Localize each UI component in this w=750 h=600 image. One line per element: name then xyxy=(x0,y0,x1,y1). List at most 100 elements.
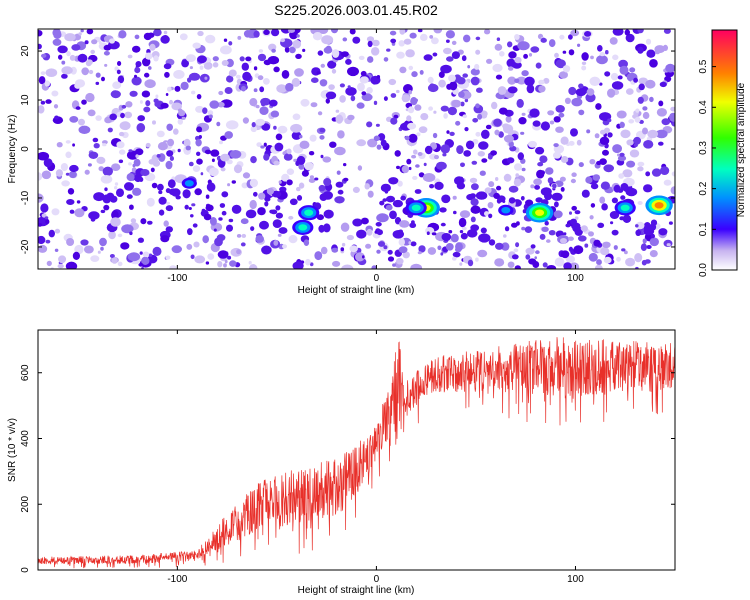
spectral-blob xyxy=(541,226,549,232)
spectral-blob xyxy=(240,242,246,247)
snr-x-label: Height of straight line (km) xyxy=(298,585,415,596)
spectral-blob xyxy=(317,111,323,116)
spectral-blob xyxy=(635,266,639,269)
spectral-blob xyxy=(46,260,52,267)
spectral-blob xyxy=(218,217,223,221)
spectral-blob xyxy=(423,54,433,61)
spectral-blob xyxy=(165,188,171,194)
spectral-blob xyxy=(625,33,635,43)
spectral-blob xyxy=(303,239,310,246)
spectral-blob xyxy=(475,257,479,262)
spectral-blob xyxy=(544,220,549,226)
spectral-blob xyxy=(376,75,381,79)
spectral-blob xyxy=(298,134,303,139)
spectral-blob xyxy=(595,103,602,110)
spectral-blob xyxy=(327,60,337,69)
spectral-blob xyxy=(40,71,46,75)
spectral-blob xyxy=(54,228,61,234)
spectral-blob xyxy=(242,172,251,179)
spectral-blob xyxy=(399,29,406,35)
spectral-blob xyxy=(283,153,293,161)
spectral-blob xyxy=(585,93,596,103)
spectral-blob xyxy=(160,35,170,44)
spectral-blob xyxy=(43,158,53,168)
spectral-blob xyxy=(350,95,356,102)
spectral-blob xyxy=(603,164,614,173)
spectral-blob xyxy=(339,95,346,103)
spectral-blob xyxy=(277,233,282,237)
spectral-blob xyxy=(204,76,208,80)
spectral-blob xyxy=(67,188,75,195)
spectral-blob xyxy=(209,217,217,226)
spectral-blob xyxy=(225,120,239,130)
spectral-hotspot xyxy=(501,207,511,214)
spectral-blob xyxy=(166,201,170,205)
spectral-blob xyxy=(140,169,150,176)
spectral-blob xyxy=(74,79,86,88)
spectral-blob xyxy=(224,131,233,139)
spectral-blob xyxy=(152,246,162,256)
spectral-blob xyxy=(309,134,317,142)
spectral-blob xyxy=(376,229,383,236)
spectral-blob xyxy=(102,143,107,147)
spectral-blob xyxy=(431,232,437,236)
spectral-blob xyxy=(554,257,565,267)
spectral-blob xyxy=(599,136,610,145)
spectral-blob xyxy=(397,180,403,187)
spectral-blob xyxy=(196,126,203,133)
spectral-blob xyxy=(626,139,634,146)
spectral-blob xyxy=(51,208,60,216)
spectral-blob xyxy=(332,260,341,267)
spectral-blob xyxy=(227,183,231,187)
spectral-blob xyxy=(127,54,133,59)
spectral-blob xyxy=(385,204,393,211)
spectral-blob xyxy=(221,191,229,198)
spectral-blob xyxy=(448,230,453,234)
spectral-blob xyxy=(484,187,492,194)
spectral-blob xyxy=(418,126,428,134)
spectral-blob xyxy=(616,256,621,262)
spectral-blob xyxy=(308,178,316,183)
spectral-blob xyxy=(235,74,241,79)
spectral-blob xyxy=(560,156,569,163)
spectral-blob xyxy=(592,174,601,181)
spectral-blob xyxy=(539,155,548,163)
spectral-blob xyxy=(152,120,156,125)
spectral-blob xyxy=(186,243,193,250)
spectral-blob xyxy=(286,148,292,155)
spectral-blob xyxy=(642,127,648,135)
spectral-blob xyxy=(552,183,557,189)
spectral-blob xyxy=(339,83,345,88)
spectral-blob xyxy=(292,39,302,49)
spectral-blob xyxy=(81,99,87,105)
spectral-blob xyxy=(563,232,567,236)
spectral-blob xyxy=(185,54,196,62)
spectral-blob xyxy=(477,249,488,258)
spectral-blob xyxy=(417,152,423,156)
spectral-blob xyxy=(137,115,145,122)
spectral-blob xyxy=(258,49,264,53)
spectral-blob xyxy=(568,86,577,96)
spectral-blob xyxy=(177,118,183,125)
spectral-blob xyxy=(259,220,269,230)
spectral-blob xyxy=(590,203,596,208)
spectral-blob xyxy=(80,239,89,246)
spectral-blob xyxy=(116,141,125,149)
spectral-blob xyxy=(434,154,439,160)
spectrogram-x-ticks: -100 0 100 xyxy=(167,29,584,284)
spectral-blob xyxy=(196,94,202,100)
spectral-blob xyxy=(410,263,423,269)
spectral-blob xyxy=(217,261,223,268)
spectral-blob xyxy=(451,99,462,108)
spectral-blob xyxy=(521,226,526,231)
spectral-blob xyxy=(406,158,412,165)
spectral-blob xyxy=(147,254,158,264)
spectral-blob xyxy=(455,242,463,252)
spectral-blob xyxy=(84,40,89,45)
spectral-blob xyxy=(220,45,232,55)
spectral-blob xyxy=(601,203,608,211)
snr-frame xyxy=(37,329,676,571)
spectral-blob xyxy=(470,76,480,86)
spectral-blob xyxy=(145,142,151,148)
spectral-blob xyxy=(345,58,352,65)
